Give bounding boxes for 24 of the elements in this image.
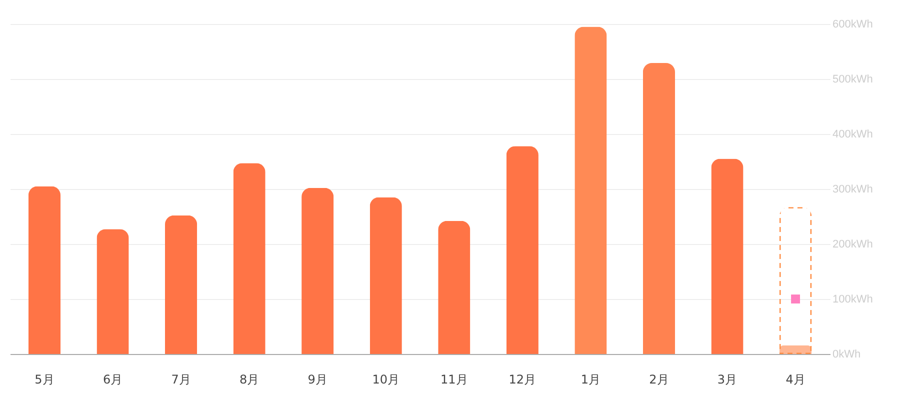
x-tick-label: 3月 [717,372,738,386]
bar [96,229,129,354]
x-tick-label: 6月 [102,372,123,386]
x-tick-label: 5月 [34,372,54,386]
bar [438,220,470,354]
x-tick-label: 1月 [580,372,601,386]
x-tick-label: 7月 [171,372,191,386]
bar [233,163,266,354]
bar [302,188,334,354]
bar [506,146,538,354]
x-tick-label: 9月 [308,372,328,386]
bar [711,158,744,354]
x-tick-label: 10月 [372,372,400,386]
x-tick-label: 2月 [649,372,669,386]
bar [642,63,676,354]
bar [779,207,812,354]
x-tick-label: 11月 [440,372,468,386]
x-tick-label: 12月 [508,372,536,386]
bar [370,197,402,354]
x-tick-label: 4月 [786,372,806,386]
x-tick-label: 8月 [239,372,260,386]
bar [574,26,607,354]
bar [164,215,198,354]
bar [28,186,61,354]
